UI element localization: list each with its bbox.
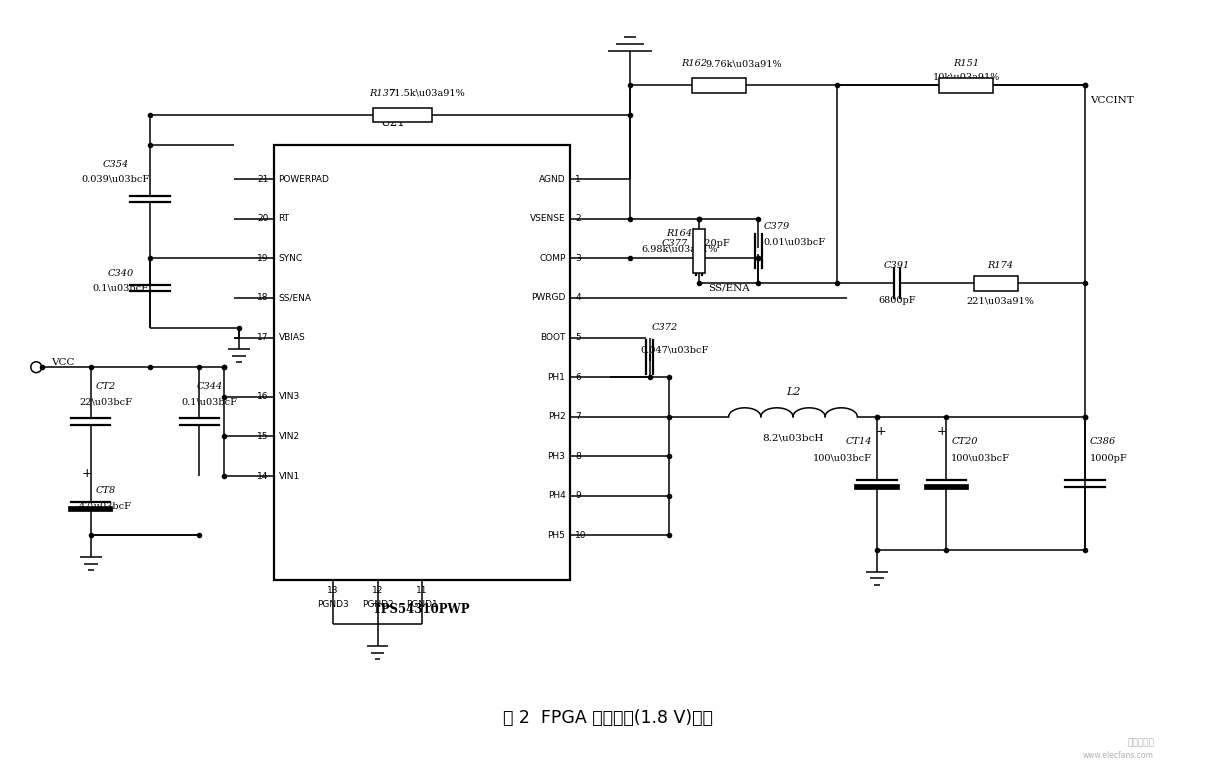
Text: C354: C354 [102,160,129,169]
Text: PH5: PH5 [547,531,565,540]
Text: 0.1\u03bcF: 0.1\u03bcF [92,283,148,293]
Text: SYNC: SYNC [278,254,303,263]
Text: 1000pF: 1000pF [1090,454,1127,462]
Text: CT14: CT14 [845,437,872,446]
Text: PH4: PH4 [547,491,565,500]
Text: 12: 12 [372,586,383,594]
Text: 21: 21 [258,174,269,184]
Text: R151: R151 [953,59,979,68]
Text: 0.1\u03bcF: 0.1\u03bcF [181,398,237,406]
Text: C340: C340 [107,269,134,278]
Text: 9.76k\u03a91%: 9.76k\u03a91% [705,59,782,68]
Text: CT8: CT8 [95,486,116,496]
Text: L2: L2 [786,387,800,397]
Text: 图 2  FPGA 内核电压(1.8 V)电路: 图 2 FPGA 内核电压(1.8 V)电路 [503,709,713,727]
Bar [974,276,1018,290]
Text: C386: C386 [1090,437,1116,446]
Text: 15: 15 [258,432,269,441]
Text: +: + [876,425,886,438]
Text: COMP: COMP [539,254,565,263]
Text: R174: R174 [987,261,1014,270]
Text: 3: 3 [575,254,581,263]
Text: 22\u03bcF: 22\u03bcF [79,398,133,406]
Text: R162: R162 [681,59,708,68]
Text: 1: 1 [575,174,581,184]
Text: 18: 18 [258,293,269,303]
Text: U21: U21 [381,117,405,130]
Text: VIN1: VIN1 [278,472,300,480]
Text: PGND1: PGND1 [406,600,438,608]
Text: C344: C344 [196,382,223,391]
Text: 电子发烧友: 电子发烧友 [1127,739,1154,747]
Text: 4: 4 [575,293,581,303]
Text: 2: 2 [575,215,581,223]
Text: 0.01\u03bcF: 0.01\u03bcF [764,237,826,246]
Text: PH3: PH3 [547,452,565,461]
Text: 100\u03bcF: 100\u03bcF [951,454,1010,462]
Text: VSENSE: VSENSE [530,215,565,223]
Bar [274,144,570,580]
Text: www.elecfans.com: www.elecfans.com [1083,751,1154,760]
Text: +: + [938,425,947,438]
Bar [692,78,745,93]
Text: PGND2: PGND2 [361,600,393,608]
Text: 16: 16 [258,392,269,401]
Text: C379: C379 [764,222,789,232]
Text: VCC: VCC [51,357,74,367]
Text: 221\u03a91%: 221\u03a91% [967,296,1035,306]
Text: 11: 11 [416,586,428,594]
Text: 47\u03bcF: 47\u03bcF [79,501,133,510]
Text: 7: 7 [575,412,581,422]
Text: C372: C372 [652,323,677,332]
Text: 8: 8 [575,452,581,461]
Text: R137: R137 [370,89,395,98]
Text: 17: 17 [258,333,269,342]
Text: PH1: PH1 [547,373,565,381]
Text: PGND3: PGND3 [317,600,349,608]
Bar [939,78,993,93]
Text: SS/ENA: SS/ENA [708,283,749,293]
Text: SS/ENA: SS/ENA [278,293,311,303]
Text: 6800pF: 6800pF [878,296,916,306]
Text: +: + [81,466,92,479]
Text: 14: 14 [258,472,269,480]
Text: 71.5k\u03a91%: 71.5k\u03a91% [389,89,466,98]
Text: POWERPAD: POWERPAD [278,174,330,184]
Text: 20: 20 [258,215,269,223]
Text: 10: 10 [575,531,587,540]
Text: 13: 13 [327,586,339,594]
Text: C391: C391 [884,261,910,270]
Text: VIN2: VIN2 [278,432,299,441]
Text: CT2: CT2 [95,382,116,391]
Text: C377: C377 [662,239,687,248]
Text: VBIAS: VBIAS [278,333,305,342]
Text: 9: 9 [575,491,581,500]
Text: R164: R164 [666,229,692,239]
Bar [372,107,432,123]
Bar [693,229,705,273]
Text: PH2: PH2 [547,412,565,422]
Text: 0.047\u03bcF: 0.047\u03bcF [640,346,709,355]
Text: 6.98k\u03a91%: 6.98k\u03a91% [641,244,717,253]
Text: RT: RT [278,215,289,223]
Text: 220pF: 220pF [698,239,730,248]
Text: AGND: AGND [539,174,565,184]
Text: TPS54310PWP: TPS54310PWP [373,603,471,616]
Text: VCCINT: VCCINT [1090,96,1133,105]
Text: 8.2\u03bcH: 8.2\u03bcH [762,434,823,443]
Text: 19: 19 [258,254,269,263]
Text: PWRGD: PWRGD [531,293,565,303]
Text: BOOT: BOOT [540,333,565,342]
Text: 0.039\u03bcF: 0.039\u03bcF [81,174,150,184]
Text: VIN3: VIN3 [278,392,300,401]
Text: 6: 6 [575,373,581,381]
Text: 100\u03bcF: 100\u03bcF [814,454,872,462]
Text: 10k\u03a91%: 10k\u03a91% [933,73,1000,82]
Text: 5: 5 [575,333,581,342]
Text: CT20: CT20 [951,437,978,446]
